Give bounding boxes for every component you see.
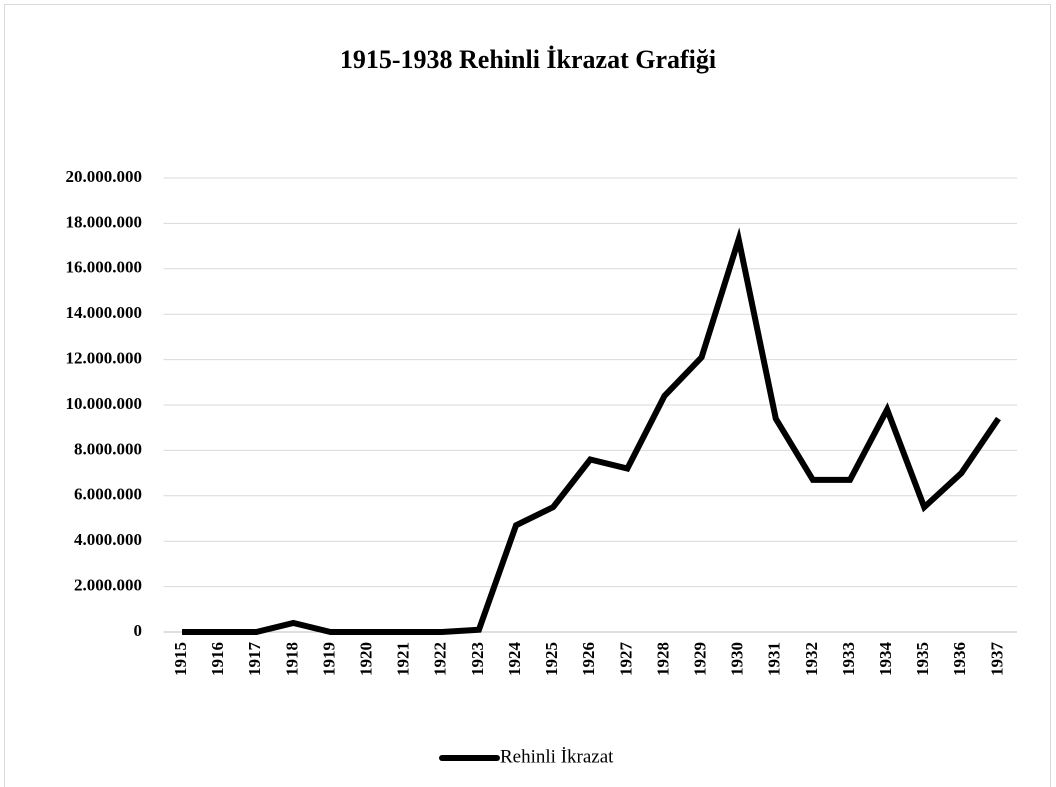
x-tick-label: 1932 (802, 642, 821, 676)
x-tick-label: 1936 (950, 642, 969, 676)
data-line (182, 227, 1001, 635)
x-tick-label: 1921 (394, 642, 413, 676)
chart-title: 1915-1938 Rehinli İkrazat Grafiği (340, 45, 716, 74)
x-tick-label: 1928 (653, 642, 672, 676)
x-tick-label: 1933 (839, 642, 858, 676)
x-tick-label: 1937 (987, 642, 1006, 677)
y-tick-label: 6.000.000 (74, 485, 142, 504)
x-tick-label: 1926 (579, 642, 598, 676)
y-tick-label: 20.000.000 (66, 167, 143, 186)
chart-frame (4, 4, 1051, 787)
x-tick-label: 1916 (208, 642, 227, 676)
x-tick-label: 1920 (357, 642, 376, 676)
y-tick-label: 8.000.000 (74, 439, 142, 458)
y-tick-label: 16.000.000 (66, 258, 143, 277)
legend-label: Rehinli İkrazat (500, 746, 614, 767)
x-tick-label: 1927 (616, 642, 635, 677)
x-tick-label: 1917 (245, 642, 264, 677)
y-tick-label: 12.000.000 (66, 349, 143, 368)
y-tick-label: 0 (134, 621, 143, 640)
x-tick-label: 1925 (542, 642, 561, 676)
x-tick-label: 1931 (765, 642, 784, 676)
x-tick-label: 1923 (468, 642, 487, 676)
x-tick-label: 1922 (431, 642, 450, 676)
y-tick-label: 18.000.000 (66, 212, 143, 231)
x-tick-label: 1935 (913, 642, 932, 676)
y-tick-label: 4.000.000 (74, 530, 142, 549)
y-tick-label: 10.000.000 (66, 394, 143, 413)
x-tick-label: 1924 (505, 642, 524, 677)
y-tick-label: 14.000.000 (66, 303, 143, 322)
x-tick-label: 1929 (690, 642, 709, 676)
x-tick-label: 1934 (876, 642, 895, 677)
x-tick-label: 1915 (171, 642, 190, 676)
x-tick-label: 1918 (282, 642, 301, 676)
y-tick-label: 2.000.000 (74, 576, 142, 595)
x-tick-label: 1930 (728, 642, 747, 676)
x-tick-label: 1919 (319, 642, 338, 676)
